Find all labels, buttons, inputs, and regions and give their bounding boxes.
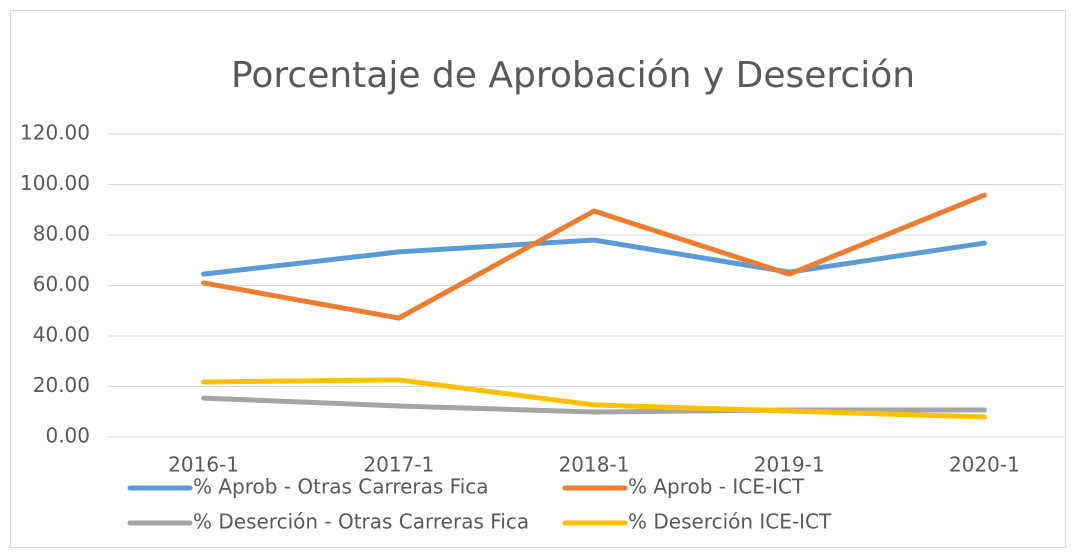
legend-label: % Aprob - Otras Carreras Fica xyxy=(193,475,489,499)
y-tick-label: 0.00 xyxy=(45,424,90,448)
x-tick-label: 2016-1 xyxy=(168,453,239,477)
series-line xyxy=(201,377,987,420)
chart-title: Porcentaje de Aprobación y Deserción xyxy=(231,55,915,96)
series-line xyxy=(201,395,987,415)
y-tick-label: 20.00 xyxy=(33,373,90,397)
legend-label: % Deserción - Otras Carreras Fica xyxy=(193,510,529,534)
legend-label: % Aprob - ICE-ICT xyxy=(628,475,805,499)
y-tick-label: 60.00 xyxy=(33,272,90,296)
series-line xyxy=(201,237,987,277)
x-tick-label: 2017-1 xyxy=(363,453,434,477)
x-tick-label: 2020-1 xyxy=(949,453,1020,477)
y-tick-label: 100.00 xyxy=(20,171,90,195)
x-tick-label: 2019-1 xyxy=(754,453,825,477)
legend-label: % Deserción ICE-ICT xyxy=(628,510,832,534)
y-tick-label: 40.00 xyxy=(33,323,90,347)
series-line xyxy=(201,192,987,321)
chart-frame xyxy=(10,10,1066,548)
y-tick-label: 120.00 xyxy=(20,121,90,145)
x-tick-label: 2018-1 xyxy=(559,453,630,477)
y-tick-label: 80.00 xyxy=(33,222,90,246)
